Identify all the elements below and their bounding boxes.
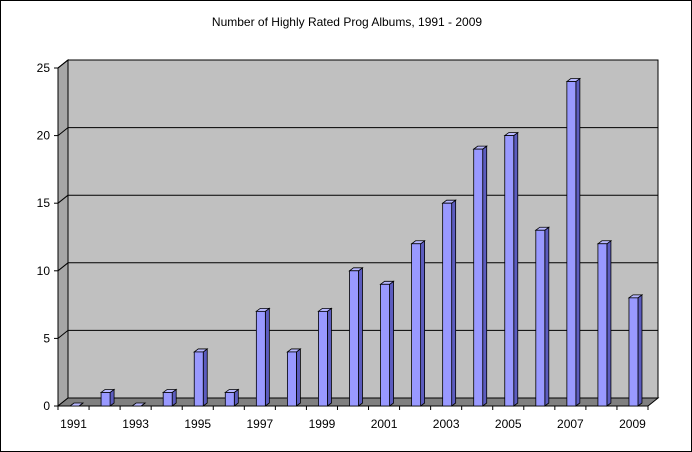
bar-side <box>575 77 581 407</box>
bar-1996 <box>224 392 235 407</box>
bar-side <box>420 239 426 407</box>
y-tick-label: 20 <box>37 129 51 143</box>
x-tick-label: 1997 <box>246 417 273 431</box>
bar-top <box>130 402 147 407</box>
bar-side <box>606 239 612 407</box>
x-tick-label: 1995 <box>184 417 211 431</box>
bar-side <box>389 280 394 407</box>
y-tick-label: 25 <box>37 61 51 75</box>
y-tick-label: 0 <box>43 399 50 413</box>
bar-2006 <box>535 229 546 407</box>
bar-1998 <box>286 351 297 407</box>
x-tick-label: 2003 <box>433 417 460 431</box>
bar-2004 <box>473 148 484 407</box>
bar-1995 <box>193 351 204 407</box>
bar-1992 <box>100 392 111 407</box>
bar-2007 <box>566 81 577 407</box>
bar-side <box>544 226 550 407</box>
gridline-side <box>57 59 69 69</box>
bar-top <box>68 402 85 407</box>
bar-side <box>295 348 301 407</box>
bar-2000 <box>349 270 359 407</box>
y-tick-label: 5 <box>43 331 50 345</box>
bar-side <box>451 199 457 407</box>
gridline-side <box>57 127 69 136</box>
bar-2003 <box>442 202 453 407</box>
bar-2009 <box>628 297 639 407</box>
y-tick-label: 10 <box>37 264 51 278</box>
gridline-side <box>57 262 69 272</box>
bar-side <box>264 307 270 407</box>
x-tick-label: 1991 <box>60 417 87 431</box>
x-tick-label: 2005 <box>495 417 522 431</box>
gridline-side <box>57 194 69 204</box>
bar-side <box>482 145 488 407</box>
bar-side <box>637 294 643 407</box>
bar-side <box>202 348 208 407</box>
gridline-side <box>57 330 69 339</box>
bar-1997 <box>255 310 266 407</box>
chart-side-wall <box>57 58 69 408</box>
x-tick-label: 1999 <box>309 417 336 431</box>
y-tick-label: 15 <box>37 196 51 210</box>
bar-2008 <box>597 243 608 407</box>
bar-2005 <box>504 135 515 407</box>
bar-2001 <box>380 283 390 407</box>
x-tick-label: 2001 <box>371 417 398 431</box>
bar-1994 <box>162 392 173 407</box>
bar-2002 <box>411 243 422 407</box>
x-tick-label: 2007 <box>557 417 584 431</box>
bar-side <box>327 307 332 407</box>
bar-side <box>358 266 363 407</box>
bar-1999 <box>318 310 328 407</box>
bar-side <box>513 131 519 407</box>
x-tick-label: 1993 <box>122 417 149 431</box>
x-tick-label: 2009 <box>619 417 646 431</box>
chart-title: Number of Highly Rated Prog Albums, 1991… <box>211 15 483 29</box>
